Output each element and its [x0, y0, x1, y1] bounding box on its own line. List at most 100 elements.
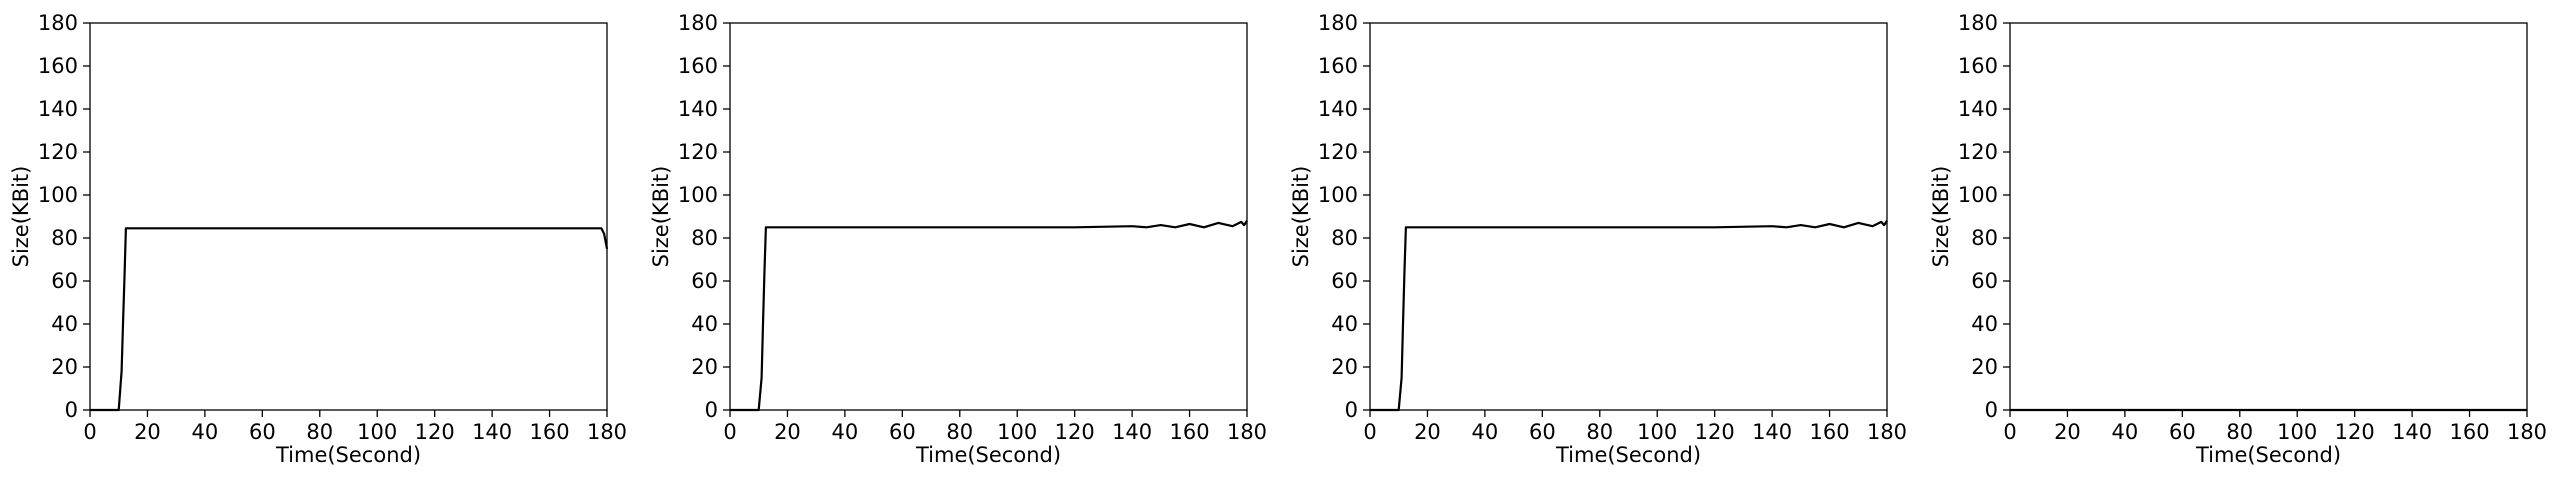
y-tick-label: 180 [1318, 11, 1358, 35]
plot-frame [729, 22, 1248, 411]
y-axis-label: Size(KBit) [9, 166, 33, 268]
plot-frame [89, 22, 608, 411]
x-tick-label: 120 [2335, 420, 2375, 444]
y-tick-label: 120 [1958, 140, 1998, 164]
x-tick-label: 20 [1414, 420, 1441, 444]
y-tick-label: 80 [51, 226, 78, 250]
x-tick-label: 140 [1112, 420, 1152, 444]
y-tick-label: 60 [1971, 269, 1998, 293]
x-tick-label: 0 [1363, 420, 1376, 444]
y-tick-label: 20 [1331, 355, 1358, 379]
x-tick-label: 100 [997, 420, 1037, 444]
x-tick-label: 0 [83, 420, 96, 444]
y-tick-label: 40 [1331, 312, 1358, 336]
x-tick-label: 40 [2112, 420, 2139, 444]
x-tick-label: 160 [1170, 420, 1210, 444]
y-tick-label: 140 [1318, 97, 1358, 121]
y-tick-label: 80 [1331, 226, 1358, 250]
chart-panel-4: 0 20 40 60 80 100 120 140 160 180 0 20 40 60 80 100 120 1… [1929, 11, 2547, 467]
y-tick-label: 120 [1318, 140, 1358, 164]
y-tick-label: 0 [1345, 398, 1358, 422]
x-axis-label: Time(Second) [275, 443, 421, 467]
y-tick-label: 160 [1958, 54, 1998, 78]
x-tick-label: 40 [192, 420, 219, 444]
y-tick-label: 20 [51, 355, 78, 379]
x-tick-label: 100 [2277, 420, 2317, 444]
x-tick-label: 20 [774, 420, 801, 444]
y-tick-label: 180 [38, 11, 78, 35]
x-tick-label: 180 [1227, 420, 1267, 444]
x-tick-label: 0 [2003, 420, 2016, 444]
y-tick-label: 80 [691, 226, 718, 250]
y-tick-label: 160 [1318, 54, 1358, 78]
y-tick-label: 0 [65, 398, 78, 422]
y-tick-label: 100 [1318, 183, 1358, 207]
y-tick-label: 180 [678, 11, 718, 35]
x-tick-label: 60 [249, 420, 276, 444]
x-axis-label: Time(Second) [915, 443, 1061, 467]
x-tick-label: 100 [1637, 420, 1677, 444]
chart-panel-2: 0 20 40 60 80 100 120 140 160 180 0 20 40 60 80 100 120 1… [649, 11, 1267, 467]
x-tick-label: 20 [134, 420, 161, 444]
y-tick-label: 20 [691, 355, 718, 379]
y-tick-label: 120 [38, 140, 78, 164]
y-tick-label: 80 [1971, 226, 1998, 250]
x-tick-label: 60 [889, 420, 916, 444]
x-tick-label: 100 [357, 420, 397, 444]
x-tick-label: 140 [2392, 420, 2432, 444]
x-tick-label: 120 [1695, 420, 1735, 444]
x-tick-label: 120 [415, 420, 455, 444]
x-axis-label: Time(Second) [2195, 443, 2341, 467]
y-tick-label: 160 [38, 54, 78, 78]
y-axis-label: Size(KBit) [649, 166, 673, 268]
y-tick-label: 100 [678, 183, 718, 207]
y-tick-label: 60 [691, 269, 718, 293]
y-tick-label: 140 [1958, 97, 1998, 121]
x-tick-label: 160 [2450, 420, 2490, 444]
y-tick-label: 40 [691, 312, 718, 336]
y-axis-label: Size(KBit) [1289, 166, 1313, 268]
x-tick-label: 180 [587, 420, 627, 444]
x-tick-label: 0 [723, 420, 736, 444]
series-line-1 [730, 220, 1248, 412]
y-tick-label: 100 [1958, 183, 1998, 207]
y-tick-label: 140 [678, 97, 718, 121]
x-tick-label: 160 [530, 420, 570, 444]
y-tick-label: 120 [678, 140, 718, 164]
chart-panel-3: 0 20 40 60 80 100 120 140 160 180 0 20 40 60 80 100 120 1… [1289, 11, 1907, 467]
series-line-1 [1370, 220, 1888, 412]
y-tick-label: 60 [51, 269, 78, 293]
x-tick-label: 180 [1867, 420, 1907, 444]
y-tick-label: 20 [1971, 355, 1998, 379]
x-tick-label: 20 [2054, 420, 2081, 444]
plot-frame [1369, 22, 1888, 411]
x-tick-label: 140 [472, 420, 512, 444]
y-tick-label: 60 [1331, 269, 1358, 293]
x-tick-label: 60 [1529, 420, 1556, 444]
x-tick-label: 160 [1810, 420, 1850, 444]
y-tick-label: 40 [51, 312, 78, 336]
x-tick-label: 180 [2507, 420, 2547, 444]
y-tick-label: 140 [38, 97, 78, 121]
series-line-1 [90, 227, 609, 412]
x-tick-label: 80 [1586, 420, 1613, 444]
plot-frame [2009, 22, 2528, 411]
y-tick-label: 40 [1971, 312, 1998, 336]
x-tick-label: 40 [832, 420, 859, 444]
x-axis-label: Time(Second) [1555, 443, 1701, 467]
y-tick-label: 0 [1985, 398, 1998, 422]
x-tick-label: 80 [306, 420, 333, 444]
y-tick-label: 160 [678, 54, 718, 78]
y-tick-label: 0 [705, 398, 718, 422]
x-tick-label: 60 [2169, 420, 2196, 444]
x-tick-label: 80 [2226, 420, 2253, 444]
x-tick-label: 80 [946, 420, 973, 444]
y-tick-label: 180 [1958, 11, 1998, 35]
x-tick-label: 120 [1055, 420, 1095, 444]
y-axis-label: Size(KBit) [1929, 166, 1953, 268]
y-tick-label: 100 [38, 183, 78, 207]
x-tick-label: 40 [1472, 420, 1499, 444]
chart-panel-1: 0 20 40 60 80 100 120 140 160 180 0 20 40 60 80 100 120 1… [9, 11, 627, 467]
x-tick-label: 140 [1752, 420, 1792, 444]
